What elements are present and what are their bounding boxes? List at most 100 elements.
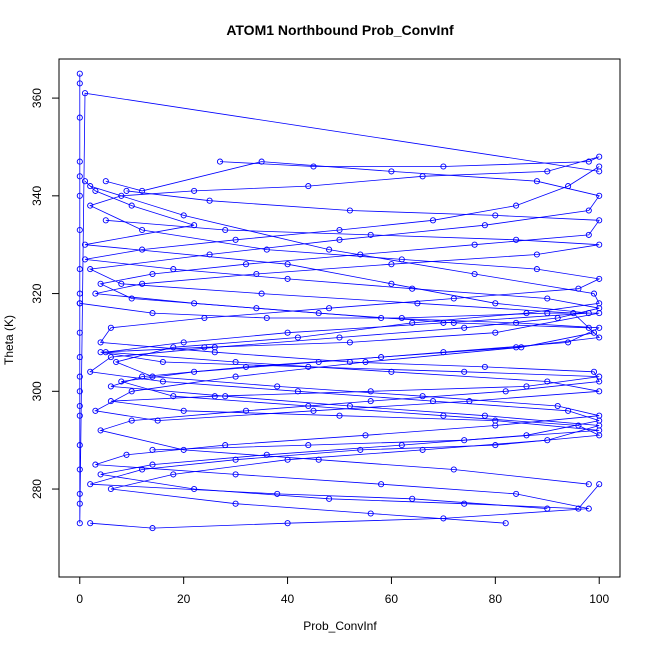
data-point — [180, 446, 187, 453]
data-point — [346, 339, 353, 346]
data-point — [461, 500, 468, 507]
data-point — [398, 314, 405, 322]
data-point — [596, 275, 603, 282]
data-point — [326, 246, 333, 253]
data-point — [502, 520, 509, 527]
data-point — [409, 285, 416, 292]
data-point — [87, 266, 94, 273]
data-point — [284, 329, 291, 336]
series-8 — [76, 300, 603, 453]
data-point — [481, 363, 488, 370]
data-point — [258, 290, 265, 297]
data-point — [533, 266, 540, 273]
data-point — [450, 319, 457, 326]
data-point — [191, 187, 198, 194]
data-point — [76, 412, 83, 419]
data-point — [159, 378, 166, 385]
data-point — [336, 334, 343, 341]
data-point — [523, 383, 530, 390]
data-point — [336, 236, 343, 243]
data-point — [263, 246, 270, 253]
data-point — [492, 300, 499, 307]
data-point — [107, 485, 114, 493]
data-point — [388, 280, 395, 287]
data-point — [481, 222, 488, 229]
data-point — [92, 187, 99, 194]
data-point — [201, 344, 208, 351]
data-point — [461, 324, 468, 331]
data-point — [87, 520, 94, 527]
data-point — [107, 324, 114, 331]
data-point — [149, 310, 156, 317]
data-point — [139, 246, 146, 253]
data-point — [596, 163, 603, 170]
data-point — [222, 226, 229, 234]
data-point — [159, 358, 166, 366]
series-7 — [92, 217, 603, 527]
x-tick-label: 20 — [177, 592, 191, 606]
x-tick-label: 80 — [489, 592, 503, 606]
data-point — [76, 402, 83, 410]
data-point — [76, 192, 83, 199]
data-point — [502, 388, 509, 395]
data-point — [284, 520, 291, 527]
data-point — [76, 354, 83, 361]
data-point — [596, 427, 603, 434]
series-line — [79, 302, 600, 451]
data-point — [533, 251, 540, 258]
data-point — [419, 446, 426, 453]
x-axis-label: Prob_ConvInf — [303, 619, 377, 633]
data-point — [336, 226, 343, 234]
x-tick-label: 40 — [281, 592, 295, 606]
data-point — [533, 178, 540, 185]
data-point — [191, 300, 198, 307]
data-point — [565, 183, 572, 190]
data-point — [76, 466, 83, 473]
data-point — [305, 442, 312, 449]
data-point — [440, 163, 447, 170]
series-line — [84, 166, 600, 510]
data-point — [81, 178, 89, 185]
data-point — [419, 173, 426, 180]
data-point — [128, 388, 135, 395]
data-point — [544, 310, 551, 317]
data-point — [461, 437, 468, 444]
data-point — [107, 354, 114, 361]
data-point — [128, 202, 135, 209]
data-point — [284, 456, 291, 463]
data-point — [97, 471, 104, 478]
data-point — [92, 461, 99, 468]
data-point — [367, 510, 374, 517]
data-point — [191, 485, 198, 493]
data-point — [284, 275, 291, 282]
data-point — [357, 446, 364, 453]
data-point — [492, 212, 499, 219]
data-point — [596, 388, 603, 395]
data-point — [367, 231, 374, 238]
data-point — [388, 261, 395, 268]
data-point — [97, 349, 104, 356]
data-point — [305, 402, 312, 410]
data-point — [97, 427, 104, 434]
data-point — [81, 90, 89, 97]
data-point — [305, 363, 312, 370]
data-point — [107, 398, 114, 405]
data-point — [76, 80, 83, 87]
data-point — [554, 402, 561, 410]
data-point — [596, 310, 603, 317]
y-tick-label: 360 — [30, 88, 44, 108]
data-point — [294, 334, 301, 341]
data-point — [596, 334, 603, 341]
data-point — [149, 446, 156, 453]
data-point — [596, 241, 603, 248]
data-point — [398, 256, 405, 263]
data-point — [429, 217, 437, 224]
data-point — [585, 481, 592, 488]
y-tick-label: 320 — [30, 283, 44, 303]
x-tick-label: 0 — [76, 592, 83, 606]
series-1 — [76, 70, 603, 527]
data-point — [118, 192, 125, 199]
data-point — [585, 324, 592, 331]
data-point — [81, 241, 89, 248]
